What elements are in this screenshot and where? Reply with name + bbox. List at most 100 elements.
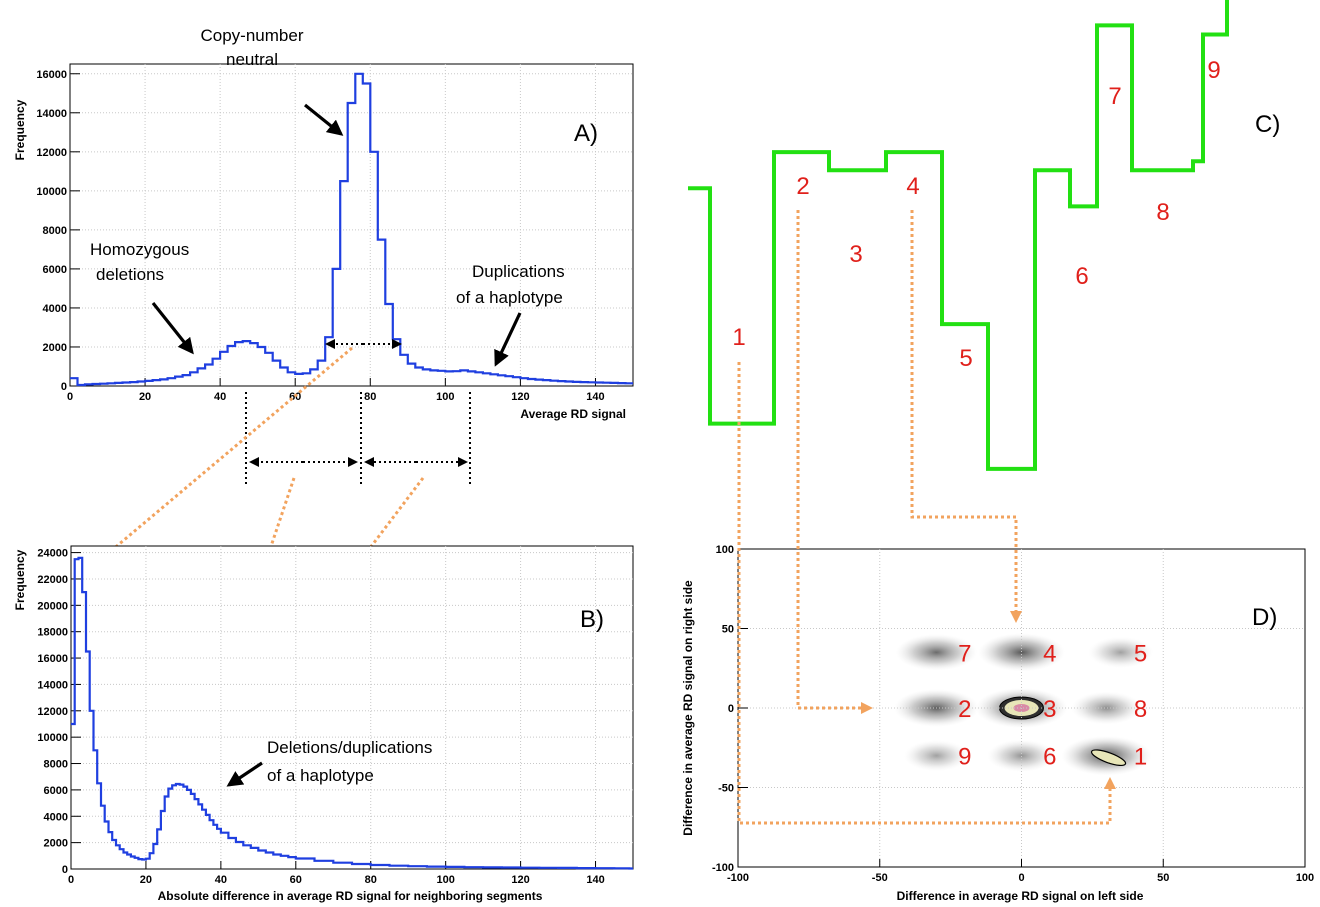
panel-c-letter: C) <box>1255 111 1280 138</box>
panel-d-cluster-label-8: 8 <box>1134 696 1147 723</box>
panel-c-segment-label-6: 6 <box>1075 263 1088 290</box>
orange-arrow-width-to-b <box>83 346 353 574</box>
panel-d-x-tick-label: -100 <box>727 872 749 884</box>
panel-d-cluster-9 <box>903 740 969 772</box>
panel-b-y-tick-label: 2000 <box>44 838 68 850</box>
panel-d-cluster-4 <box>978 633 1065 672</box>
panel-d-ticks: -100 -50 0 50 100 -100 -50 0 50 100 <box>712 544 1314 884</box>
arrow-deletions-duplications <box>226 761 263 787</box>
panel-d-y-tick-label: 100 <box>716 544 734 556</box>
panel-c-segmentation: C) 1 2 3 4 5 6 7 8 9 <box>688 0 1280 471</box>
panel-a-letter: A) <box>574 120 598 147</box>
panel-d-cluster-label-1: 1 <box>1134 744 1147 771</box>
panel-d-cluster-label-5: 5 <box>1134 640 1147 667</box>
arrow-duplications <box>494 312 522 367</box>
panel-b-x-tick-label: 140 <box>586 874 604 886</box>
panel-a-x-tick-label: 80 <box>364 391 376 403</box>
panel-d-cluster-7 <box>895 634 978 671</box>
panel-c-segment-label-5: 5 <box>959 345 972 372</box>
panel-b-x-tick-label: 20 <box>140 874 152 886</box>
panel-b-x-tick-label: 0 <box>68 874 74 886</box>
panel-b-y-tick-label: 0 <box>62 864 68 876</box>
panel-a-x-tick-label: 100 <box>436 391 454 403</box>
panel-b-y-tick-label: 22000 <box>37 574 68 586</box>
panel-b-x-tick-label: 120 <box>511 874 529 886</box>
annotation-duplications-line1: Duplications <box>472 262 565 281</box>
panel-d-cluster-label-9: 9 <box>958 744 971 771</box>
orange-path-segment-4 <box>910 210 1022 623</box>
panel-d-y-tick-label: -50 <box>718 783 734 795</box>
annotation-deletions-duplications-line2: of a haplotype <box>267 766 374 785</box>
panel-d-cluster-label-4: 4 <box>1043 640 1056 667</box>
panel-b-letter: B) <box>580 606 604 633</box>
panel-a-frame <box>69 63 634 387</box>
panel-b-y-tick-label: 16000 <box>37 653 68 665</box>
panel-d-cluster-label-7: 7 <box>958 640 971 667</box>
panel-d-x-tick-label: 100 <box>1296 872 1314 884</box>
panel-a-x-tick-label: 20 <box>139 391 151 403</box>
panel-d-x-tick-label: 0 <box>1018 872 1024 884</box>
panel-b-x-tick-label: 100 <box>436 874 454 886</box>
panel-d-y-tick-label: -100 <box>712 862 734 874</box>
panel-b-y-tick-label: 8000 <box>44 759 68 771</box>
panel-b-x-label: Absolute difference in average RD signal… <box>158 889 543 903</box>
panel-b-x-tick-label: 40 <box>215 874 227 886</box>
panel-b-y-tick-label: 12000 <box>37 706 68 718</box>
panel-d-letter: D) <box>1252 604 1277 631</box>
panel-a-y-label: Frequency <box>13 99 27 160</box>
panel-d-cluster-label-2: 2 <box>958 696 971 723</box>
panel-c-segment-label-2: 2 <box>796 173 809 200</box>
orange-path-segment-1 <box>737 362 1116 825</box>
panel-a-y-tick-label: 14000 <box>36 108 67 120</box>
panel-a-y-tick-label: 8000 <box>43 225 67 237</box>
arrow-copy-number-neutral <box>303 103 344 136</box>
panel-b-grid <box>71 546 633 869</box>
panel-a-y-tick-label: 12000 <box>36 147 67 159</box>
panel-b-x-tick-label: 80 <box>365 874 377 886</box>
panel-d-cluster-5 <box>1088 636 1154 668</box>
panel-c-segment-label-9: 9 <box>1207 57 1220 84</box>
panel-c-segment-label-4: 4 <box>906 173 919 200</box>
panel-c-step-line <box>688 0 1229 471</box>
panel-a-x-tick-label: 40 <box>214 391 226 403</box>
panel-d-cluster-label-6: 6 <box>1043 744 1056 771</box>
panel-b-histogram-line <box>71 556 633 870</box>
annotation-copy-number-neutral-line2: neutral <box>226 50 278 69</box>
panel-b-y-tick-label: 20000 <box>37 600 68 612</box>
panel-a-y-tick-label: 2000 <box>43 342 67 354</box>
panel-d-cluster-label-3: 3 <box>1043 696 1056 723</box>
panel-a-x-tick-label: 140 <box>586 391 604 403</box>
panel-d-x-tick-label: 50 <box>1157 872 1169 884</box>
panel-d-x-tick-label: -50 <box>872 872 888 884</box>
panel-b-y-tick-label: 6000 <box>44 785 68 797</box>
panel-d-cluster-1-contour <box>1090 749 1127 767</box>
panel-a-y-tick-label: 4000 <box>43 303 67 315</box>
panel-c-segment-label-7: 7 <box>1108 83 1121 110</box>
panel-b-y-tick-label: 24000 <box>37 548 68 560</box>
panel-a-histogram-line <box>70 72 633 387</box>
panel-b-histogram: 0 20 40 60 80 100 120 140 0 2000 4000 6000 8000 10000… <box>13 545 634 903</box>
panel-b-x-tick-label: 60 <box>290 874 302 886</box>
panel-b-y-tick-label: 4000 <box>44 811 68 823</box>
panel-b-y-label: Frequency <box>13 549 27 610</box>
panel-a-y-tick-label: 16000 <box>36 69 67 81</box>
panel-c-segment-label-1: 1 <box>732 324 745 351</box>
orange-path-segment-2 <box>796 210 873 714</box>
panel-b-ticks: 0 20 40 60 80 100 120 140 0 2000 4000 6000 8000 10000… <box>37 548 604 886</box>
panel-d-cluster-labels: 7 4 5 2 3 8 9 6 1 <box>958 640 1147 770</box>
panel-d-cluster-6 <box>987 739 1056 772</box>
panel-a-y-tick-label: 10000 <box>36 186 67 198</box>
panel-a-grid <box>70 64 633 386</box>
panel-a-histogram: 0 20 40 60 80 100 120 1400200040006000800010000… <box>13 26 634 421</box>
panel-d-cluster-8 <box>1071 691 1142 725</box>
panel-c-segment-label-8: 8 <box>1156 199 1169 226</box>
annotation-duplications-line2: of a haplotype <box>456 288 563 307</box>
annotation-deletions-duplications-line1: Deletions/duplications <box>267 738 432 757</box>
panel-c-segment-labels: 1 2 3 4 5 6 7 8 9 <box>732 57 1220 372</box>
panel-a-y-tick-label: 6000 <box>43 264 67 276</box>
panel-a-x-tick-label: 0 <box>67 391 73 403</box>
panel-d-y-label: Difference in average RD signal on right… <box>681 580 695 836</box>
panel-c-segment-label-3: 3 <box>849 241 862 268</box>
panel-a-y-tick-label: 0 <box>61 381 67 393</box>
